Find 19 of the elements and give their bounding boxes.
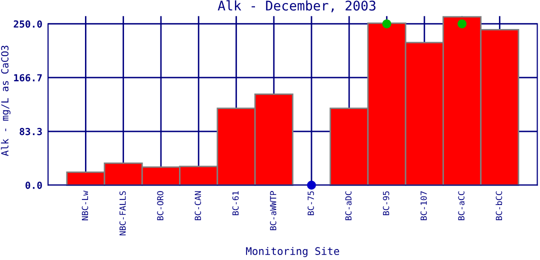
y-tick-label: 166.7 — [14, 74, 42, 82]
x-tick-label: BC-aDC — [345, 191, 352, 220]
y-axis-title: Alk - mg/L as CaCO3 — [0, 46, 10, 156]
x-tick-label: BC-75 — [308, 191, 314, 216]
chart-title: Alk - December, 2003 — [218, 0, 376, 12]
y-tick-label: 0.0 — [26, 182, 42, 189]
x-tick-label: BC-aCC — [458, 191, 464, 220]
y-tick-label: 250.0 — [14, 20, 42, 28]
x-tick-label: BC-61 — [232, 191, 239, 216]
x-tick-label: BC-107 — [420, 191, 427, 220]
x-tick-label: BC-aWWTP — [270, 191, 276, 230]
x-axis-title: Monitoring Site — [246, 246, 340, 258]
x-tick-label: BC-CAN — [194, 191, 202, 220]
x-tick-label: NBC-FALLS — [119, 191, 126, 236]
x-tick-label: BC-bCC — [496, 191, 502, 220]
x-tick-label: BC-95 — [382, 191, 390, 216]
y-tick-label: 83.3 — [20, 128, 42, 136]
x-tick-label: NBC-Lw — [82, 190, 88, 220]
x-tick-label: BC-ORO — [157, 191, 164, 220]
